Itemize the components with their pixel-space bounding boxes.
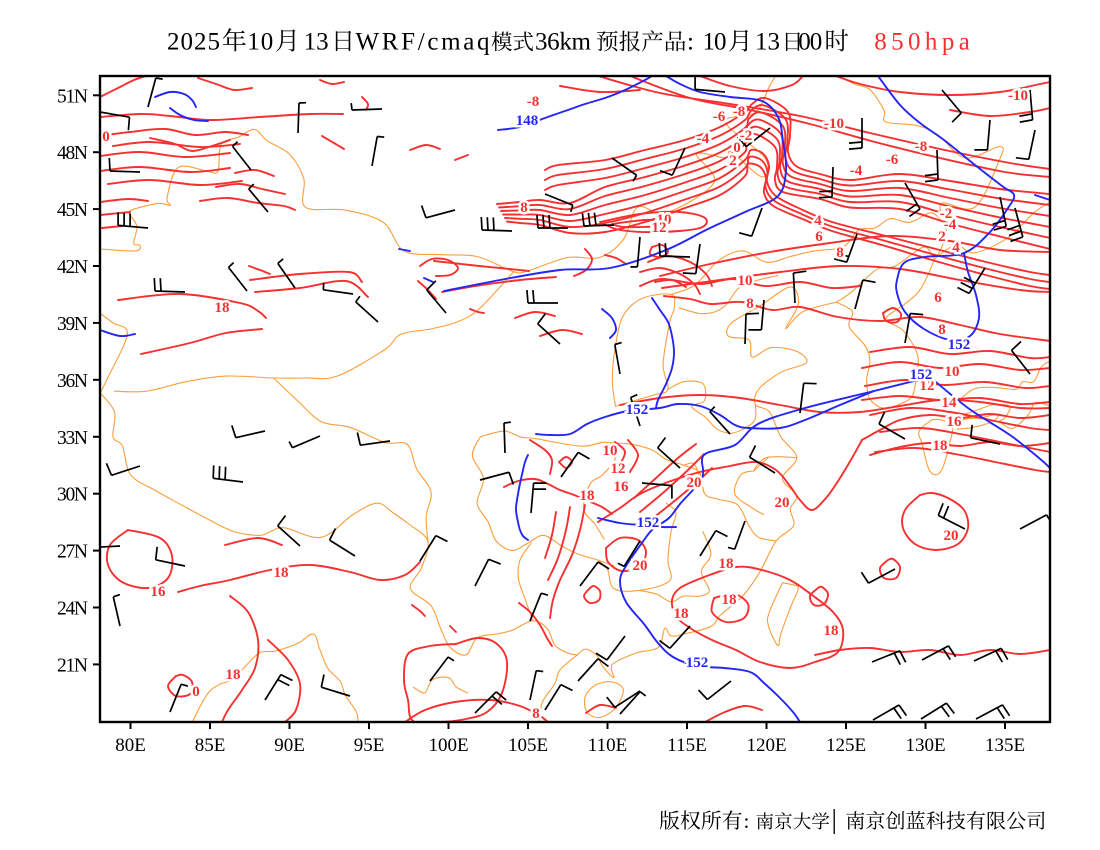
svg-text:10: 10 (603, 443, 618, 459)
svg-text:8: 8 (746, 296, 754, 312)
svg-text:18: 18 (274, 565, 289, 581)
svg-text:-6: -6 (886, 152, 899, 168)
svg-text:130E: 130E (905, 735, 945, 756)
svg-text:2: 2 (729, 153, 737, 169)
svg-text:4: 4 (814, 213, 822, 229)
svg-text:13: 13 (755, 29, 780, 56)
svg-text:36km: 36km (535, 29, 592, 56)
svg-text:18: 18 (722, 592, 737, 608)
svg-text:-4: -4 (944, 217, 957, 233)
svg-text:20: 20 (633, 558, 648, 574)
svg-text:39N: 39N (57, 314, 88, 335)
svg-text:24N: 24N (57, 599, 88, 620)
svg-text:00: 00 (798, 29, 822, 56)
svg-text:-10: -10 (824, 116, 844, 132)
svg-text:21N: 21N (57, 655, 88, 676)
svg-text:18: 18 (226, 667, 241, 683)
svg-text:10: 10 (657, 212, 672, 228)
svg-text:51N: 51N (57, 86, 88, 107)
svg-text:80E: 80E (115, 735, 146, 756)
svg-text:|: | (832, 804, 837, 834)
svg-text:148: 148 (516, 113, 539, 129)
svg-text:10: 10 (247, 29, 273, 56)
svg-text:2: 2 (938, 229, 946, 245)
svg-text:18: 18 (824, 623, 839, 639)
svg-text:20: 20 (687, 475, 702, 491)
svg-text:0: 0 (102, 129, 110, 145)
svg-text:20: 20 (944, 528, 959, 544)
svg-text:135E: 135E (985, 735, 1025, 756)
svg-text:27N: 27N (57, 542, 88, 563)
svg-text:14: 14 (942, 395, 958, 411)
svg-text:-8: -8 (527, 94, 540, 110)
svg-text:18: 18 (580, 488, 595, 504)
svg-text:-2: -2 (740, 128, 753, 144)
svg-text:30N: 30N (57, 485, 88, 506)
svg-text:10: 10 (738, 273, 753, 289)
svg-text:125E: 125E (826, 735, 866, 756)
svg-text:16: 16 (151, 584, 167, 600)
svg-text:85E: 85E (195, 735, 226, 756)
svg-text:152: 152 (637, 515, 660, 531)
svg-text:WRF/cmaq: WRF/cmaq (356, 29, 491, 56)
svg-text:16: 16 (614, 479, 630, 495)
svg-text:-2: -2 (940, 206, 953, 222)
svg-text::: : (687, 29, 694, 56)
svg-text:-10: -10 (1008, 88, 1028, 104)
svg-text:10: 10 (945, 364, 960, 380)
svg-text:48N: 48N (57, 143, 88, 164)
svg-text:120E: 120E (746, 735, 786, 756)
svg-text:6: 6 (934, 290, 942, 306)
svg-text:12: 12 (652, 220, 667, 236)
svg-text:18: 18 (674, 606, 689, 622)
svg-text:95E: 95E (354, 735, 385, 756)
svg-text::: : (744, 809, 750, 833)
svg-text:12: 12 (920, 378, 935, 394)
svg-text:12: 12 (611, 461, 626, 477)
svg-text:13: 13 (304, 29, 329, 56)
svg-text:8: 8 (836, 245, 844, 261)
svg-text:0: 0 (733, 140, 741, 156)
svg-text:8: 8 (938, 322, 946, 338)
svg-text:20: 20 (775, 495, 790, 511)
svg-text:152: 152 (686, 655, 709, 671)
svg-text:90E: 90E (274, 735, 305, 756)
svg-text:10: 10 (703, 29, 727, 56)
svg-text:110E: 110E (588, 735, 627, 756)
svg-text:152: 152 (626, 402, 649, 418)
svg-text:4: 4 (952, 240, 960, 256)
svg-text:-8: -8 (733, 104, 746, 120)
svg-text:42N: 42N (57, 257, 88, 278)
svg-text:0: 0 (192, 684, 200, 700)
svg-text:16: 16 (947, 414, 963, 430)
svg-text:105E: 105E (508, 735, 548, 756)
svg-text:-4: -4 (850, 163, 863, 179)
svg-text:8: 8 (520, 200, 528, 216)
svg-text:33N: 33N (57, 428, 88, 449)
svg-text:-8: -8 (915, 139, 928, 155)
svg-text:36N: 36N (57, 371, 88, 392)
svg-text:152: 152 (948, 337, 971, 353)
svg-text:8: 8 (532, 706, 540, 722)
svg-text:45N: 45N (57, 200, 88, 221)
svg-text:100E: 100E (428, 735, 468, 756)
svg-text:6: 6 (815, 229, 823, 245)
svg-text:-6: -6 (713, 109, 726, 125)
svg-text:-4: -4 (697, 131, 710, 147)
svg-text:2025: 2025 (167, 29, 220, 56)
svg-text:18: 18 (719, 556, 734, 572)
svg-text:18: 18 (933, 438, 948, 454)
svg-text:152: 152 (910, 367, 933, 383)
svg-text:115E: 115E (667, 735, 706, 756)
svg-text:18: 18 (215, 300, 230, 316)
